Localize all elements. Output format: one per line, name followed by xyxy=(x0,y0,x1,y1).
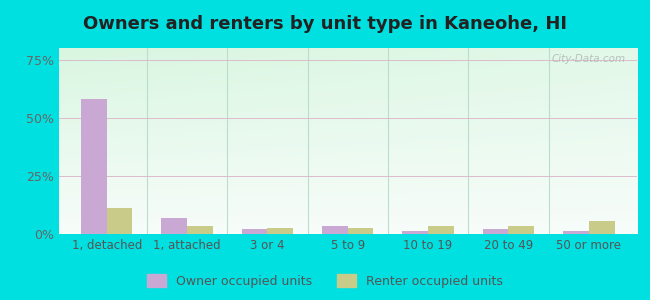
Text: City-Data.com: City-Data.com xyxy=(551,54,625,64)
Bar xyxy=(508,226,534,234)
Bar xyxy=(563,231,589,234)
Bar xyxy=(242,229,267,234)
Legend: Owner occupied units, Renter occupied units: Owner occupied units, Renter occupied un… xyxy=(141,268,509,294)
Bar xyxy=(161,218,187,234)
Bar xyxy=(428,226,454,234)
Bar xyxy=(589,221,614,234)
Bar xyxy=(402,231,428,234)
Bar xyxy=(348,228,374,234)
Bar xyxy=(81,99,107,234)
Bar xyxy=(107,208,133,234)
Bar xyxy=(322,226,348,234)
Bar xyxy=(483,229,508,234)
Bar xyxy=(187,226,213,234)
Text: Owners and renters by unit type in Kaneohe, HI: Owners and renters by unit type in Kaneo… xyxy=(83,15,567,33)
Bar xyxy=(267,228,293,234)
